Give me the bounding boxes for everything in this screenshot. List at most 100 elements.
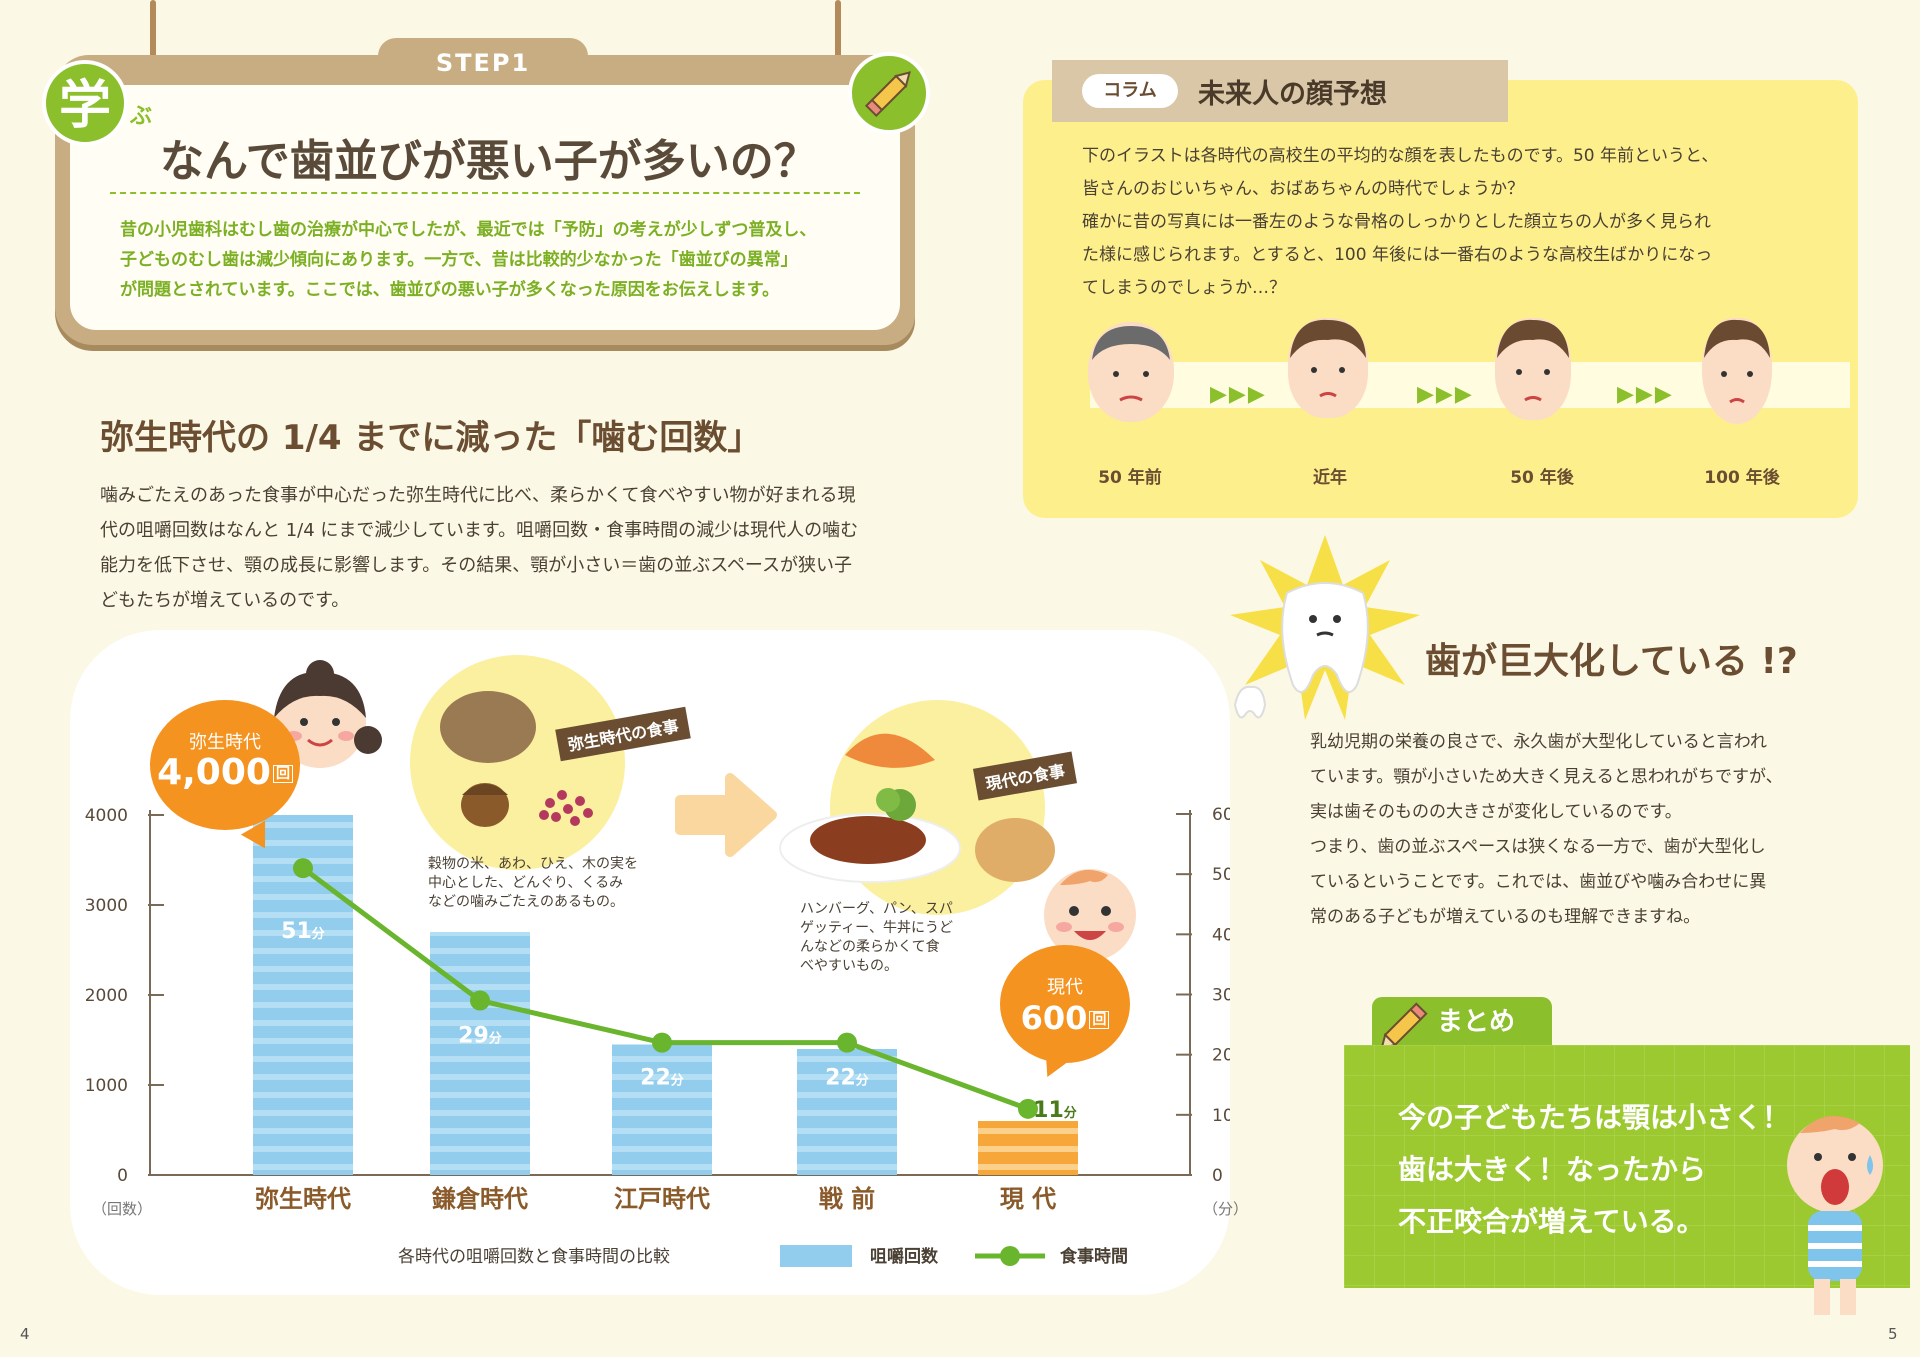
giant-tooth-illustration — [1225, 535, 1425, 729]
bar-chewing-count — [612, 1044, 712, 1175]
face-recent — [1288, 318, 1368, 418]
giant-tooth-body: 乳幼児期の栄養の良さで、永久歯が大型化していると言われ ています。顎が小さいため… — [1310, 725, 1870, 935]
right-axis-unit: （分） — [1203, 1200, 1249, 1218]
page-title: なんで歯並びが悪い子が多いの？ — [160, 136, 818, 187]
label-meal-time: 11分 — [1033, 1098, 1077, 1123]
left-axis-unit: （回数） — [92, 1200, 153, 1218]
sign-rope-right — [835, 0, 841, 70]
column-title: 未来人の顔予想 — [1198, 79, 1387, 110]
giant-tooth-title: 歯が巨大化している !? — [1425, 641, 1798, 682]
desc-line: べやすいもの。 — [800, 958, 898, 974]
section-chewing-body: 噛みごたえのあった食事が中心だった弥生時代に比べ、柔らかくて食べやすい物が好まれ… — [100, 478, 900, 618]
bar-chewing-count — [797, 1049, 897, 1175]
summary-line: 今の子どもたちは顎は小さく！ — [1398, 1101, 1791, 1134]
body-line: どもたちが増えているのです。 — [100, 590, 350, 611]
sign-rope-left — [150, 0, 156, 70]
title-divider — [110, 192, 860, 194]
section-chewing-title: 弥生時代の 1/4 までに減った「噛む回数」 — [100, 418, 762, 458]
bar-chewing-count — [978, 1121, 1078, 1175]
face-50-years-ago — [1088, 322, 1174, 422]
yayoi-food-circle — [410, 655, 625, 870]
desc-line: ハンバーグ、パン、スパ — [800, 901, 953, 917]
bar-chewing-count — [430, 932, 530, 1175]
arrow-icon: ▶▶▶ — [1210, 382, 1267, 407]
learn-badge: 学 — [42, 60, 128, 146]
giant-line: 実は歯そのものの大きさが変化しているのです。 — [1310, 802, 1682, 822]
point-meal-time — [293, 858, 313, 879]
column-line: た様に感じられます。とすると、100 年後には一番右のような高校生ばかりになっ — [1082, 245, 1713, 265]
bubble-count: 600 回 — [1000, 999, 1130, 1039]
y-tick-label-right: 30 — [1212, 986, 1230, 1006]
walnut-icon — [440, 691, 536, 763]
column-box — [1023, 80, 1858, 518]
pencil-icon — [848, 52, 930, 134]
y-tick-label-right: 20 — [1212, 1046, 1230, 1066]
point-meal-time — [652, 1032, 672, 1053]
bubble-unit: 回 — [272, 765, 293, 783]
sign-panel — [70, 85, 900, 330]
bubble-unit: 回 — [1089, 1011, 1110, 1029]
y-tick-label-left: 2000 — [85, 986, 128, 1006]
column-line: 皆さんのおじいちゃん、おばあちゃんの時代でしょうか？ — [1082, 179, 1524, 199]
desc-line: んなどの柔らかくて食 — [800, 939, 940, 955]
page-number-left: 4 — [20, 1325, 30, 1343]
learn-badge-ruby: ぶ — [130, 104, 153, 129]
yayoi-count-bubble: 弥生時代 4,000 回 — [150, 700, 300, 830]
label-meal-time: 22分 — [825, 1066, 869, 1091]
desc-line: などの噛みごたえのあるもの。 — [428, 894, 624, 910]
bread-icon — [975, 818, 1055, 882]
giant-line: 乳幼児期の栄養の良さで、永久歯が大型化していると言われ — [1310, 732, 1767, 752]
summary-line: 不正咬合が増えている。 — [1398, 1205, 1705, 1238]
croissant-icon — [845, 733, 935, 768]
column-line: 確かに昔の写真には一番左のような骨格のしっかりとした顔立ちの人が多く見られ — [1082, 212, 1711, 232]
pencil-icon — [1370, 990, 1440, 1064]
arrow-icon: ▶▶▶ — [1417, 382, 1474, 407]
y-tick-label-left: 4000 — [85, 806, 128, 826]
x-category-label: 弥生時代 — [255, 1185, 351, 1213]
giant-line: 常のある子どもが増えているのも理解できますね。 — [1310, 907, 1701, 927]
giant-line: ています。顎が小さいため大きく見えると思われがちですが、 — [1310, 767, 1783, 787]
column-body: 下のイラストは各時代の高校生の平均的な顔を表したものです。50 年前というと、 … — [1082, 140, 1812, 305]
face-label: 50 年後 — [1510, 468, 1574, 488]
legend-label-meal-time: 食事時間 — [1060, 1246, 1128, 1267]
column-pill: コラム — [1082, 74, 1178, 108]
yayoi-food-desc: 穀物の米、あわ、ひえ、木の実を 中心とした、どんぐり、くるみ などの噛みごたえの… — [428, 855, 648, 912]
y-tick-label-right: 50 — [1212, 865, 1230, 885]
giant-line: ているということです。これでは、歯並びや噛み合わせに異 — [1310, 872, 1767, 892]
bubble-era: 弥生時代 — [189, 732, 261, 753]
intro-line: が問題とされています。ここでは、歯並びの悪い子が多くなった原因をお伝えします。 — [120, 280, 780, 300]
body-line: 能力を低下させ、顎の成長に影響します。その結果、顎が小さい＝歯の並ぶスペースが狭… — [100, 555, 853, 576]
modern-child-illustration — [1030, 855, 1150, 969]
column-line: 下のイラストは各時代の高校生の平均的な顔を表したものです。50 年前というと、 — [1082, 146, 1719, 166]
y-tick-label-left: 0 — [117, 1166, 128, 1186]
body-line: 噛みごたえのあった食事が中心だった弥生時代に比べ、柔らかくて食べやすい物が好まれ… — [100, 485, 856, 506]
body-line: 代の咀嚼回数はなんと 1/4 にまで減少しています。咀嚼回数・食事時間の減少は現… — [100, 520, 859, 541]
y-tick-label-left: 3000 — [85, 896, 128, 916]
x-category-label: 戦 前 — [819, 1185, 875, 1213]
desc-line: 中心とした、どんぐり、くるみ — [428, 875, 624, 891]
x-category-label: 江戸時代 — [614, 1185, 710, 1213]
legend-swatch-chewing — [780, 1245, 852, 1267]
summary-line: 歯は大きく！なったから — [1398, 1153, 1707, 1186]
face-label: 近年 — [1313, 468, 1347, 488]
intro-line: 子どものむし歯は減少傾向にあります。一方で、昔は比較的少なかった「歯並びの異常」 — [120, 250, 798, 270]
point-meal-time — [1018, 1098, 1038, 1119]
face-100-years-later — [1702, 318, 1772, 424]
modern-food-desc: ハンバーグ、パン、スパ ゲッティー、牛丼にうど んなどの柔らかくて食 べやすいも… — [800, 900, 970, 976]
face-50-years-later — [1495, 318, 1571, 420]
step-tab: STEP1 — [378, 38, 588, 88]
giant-line: つまり、歯の並ぶスペースは狭くなる一方で、歯が大型化し — [1310, 837, 1766, 857]
modern-food-art — [760, 700, 1060, 914]
point-meal-time — [837, 1032, 857, 1053]
modern-count-bubble: 現代 600 回 — [1000, 945, 1130, 1063]
desc-line: ゲッティー、牛丼にうど — [800, 920, 954, 936]
legend-swatch-point — [1000, 1246, 1020, 1266]
bubble-count: 4,000 回 — [150, 754, 300, 793]
arrow-icon: ▶▶▶ — [1617, 382, 1674, 407]
column-line: てしまうのでしょうか…？ — [1082, 278, 1286, 298]
point-meal-time — [470, 990, 490, 1011]
x-category-label: 鎌倉時代 — [432, 1185, 528, 1213]
summary-tab: まとめ — [1372, 997, 1552, 1052]
page-number-right: 5 — [1888, 1325, 1898, 1343]
